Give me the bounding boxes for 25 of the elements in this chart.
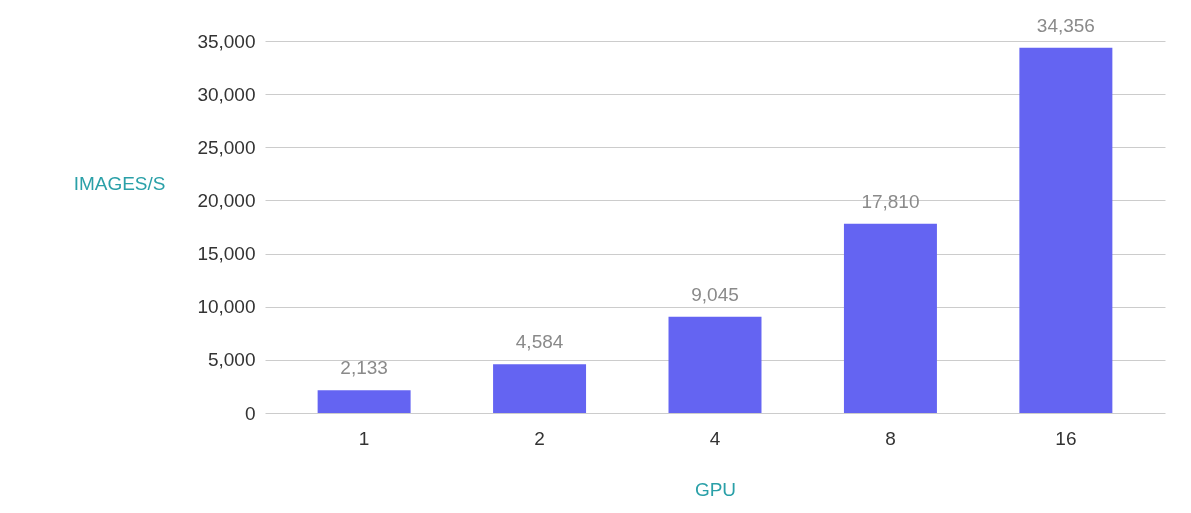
y-tick-label: 0 <box>244 402 256 424</box>
bar <box>493 364 587 413</box>
y-tick-label: 15,000 <box>197 243 256 265</box>
x-tick-label: 4 <box>709 427 721 449</box>
y-axis-title: IMAGES/S <box>73 172 166 194</box>
data-label: 9,045 <box>691 283 739 305</box>
data-label: 17,810 <box>861 190 920 212</box>
x-tick-label: 8 <box>885 427 896 449</box>
data-label: 4,584 <box>515 331 564 353</box>
bar <box>843 223 937 413</box>
bar <box>317 390 411 413</box>
y-tick-label: 30,000 <box>197 83 256 105</box>
y-tick-label: 35,000 <box>197 30 256 52</box>
x-axis-title: GPU <box>694 478 737 500</box>
x-tick-label: 2 <box>534 427 545 449</box>
bar <box>1019 47 1113 413</box>
data-label: 2,133 <box>340 357 388 379</box>
data-label: 34,356 <box>1036 14 1095 36</box>
y-tick-label: 5,000 <box>207 349 256 371</box>
y-tick-label: 10,000 <box>197 296 256 318</box>
x-tick-label: 16 <box>1055 427 1077 449</box>
y-tick-label: 20,000 <box>197 189 256 211</box>
y-tick-label: 25,000 <box>197 136 256 158</box>
x-tick-label: 1 <box>358 427 370 449</box>
bar <box>668 316 762 413</box>
